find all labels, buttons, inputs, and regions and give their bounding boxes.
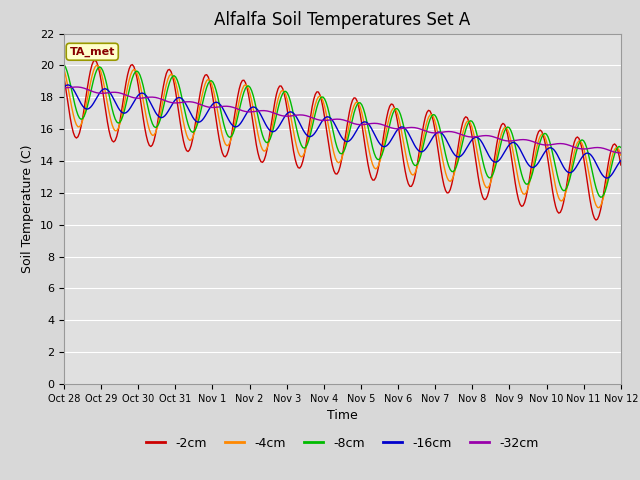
- -8cm: [60, 62, 68, 68]
- -8cm: [617, 144, 625, 150]
- -4cm: [588, 184, 595, 190]
- Line: -16cm: -16cm: [64, 85, 621, 178]
- -16cm: [588, 153, 595, 158]
- -2cm: [130, 63, 138, 69]
- -2cm: [592, 217, 600, 223]
- Line: -8cm: -8cm: [64, 65, 621, 197]
- -8cm: [303, 141, 311, 147]
- -2cm: [617, 162, 625, 168]
- -8cm: [244, 83, 252, 89]
- -4cm: [60, 66, 68, 72]
- -4cm: [617, 152, 625, 158]
- Line: -4cm: -4cm: [64, 65, 621, 208]
- -32cm: [228, 104, 236, 110]
- -2cm: [228, 132, 236, 138]
- -32cm: [246, 109, 254, 115]
- Line: -2cm: -2cm: [64, 60, 621, 220]
- -8cm: [129, 75, 136, 81]
- -32cm: [617, 150, 625, 156]
- -2cm: [588, 204, 595, 210]
- -32cm: [588, 145, 595, 151]
- -8cm: [226, 134, 234, 140]
- -4cm: [305, 132, 313, 137]
- -32cm: [255, 108, 263, 114]
- -8cm: [596, 194, 604, 200]
- Text: TA_met: TA_met: [70, 47, 115, 57]
- -16cm: [60, 84, 68, 90]
- -16cm: [228, 121, 236, 127]
- -4cm: [130, 67, 138, 72]
- -32cm: [72, 84, 80, 90]
- -4cm: [255, 138, 263, 144]
- X-axis label: Time: Time: [327, 409, 358, 422]
- -32cm: [130, 95, 138, 101]
- -2cm: [255, 156, 263, 161]
- -16cm: [246, 106, 254, 111]
- -16cm: [65, 82, 72, 88]
- -4cm: [595, 205, 603, 211]
- -32cm: [305, 114, 313, 120]
- -4cm: [93, 62, 100, 68]
- -2cm: [305, 122, 313, 128]
- -4cm: [228, 135, 236, 141]
- -16cm: [603, 175, 611, 181]
- -2cm: [60, 74, 68, 80]
- -32cm: [60, 85, 68, 91]
- Legend: -2cm, -4cm, -8cm, -16cm, -32cm: -2cm, -4cm, -8cm, -16cm, -32cm: [141, 432, 543, 455]
- -8cm: [254, 113, 262, 119]
- -16cm: [617, 157, 625, 163]
- -8cm: [586, 157, 594, 163]
- Line: -32cm: -32cm: [64, 87, 621, 153]
- -16cm: [305, 133, 313, 139]
- Title: Alfalfa Soil Temperatures Set A: Alfalfa Soil Temperatures Set A: [214, 11, 470, 29]
- -16cm: [130, 99, 138, 105]
- -2cm: [246, 101, 254, 107]
- -16cm: [255, 109, 263, 115]
- -4cm: [246, 91, 254, 97]
- -2cm: [91, 57, 99, 63]
- Y-axis label: Soil Temperature (C): Soil Temperature (C): [22, 144, 35, 273]
